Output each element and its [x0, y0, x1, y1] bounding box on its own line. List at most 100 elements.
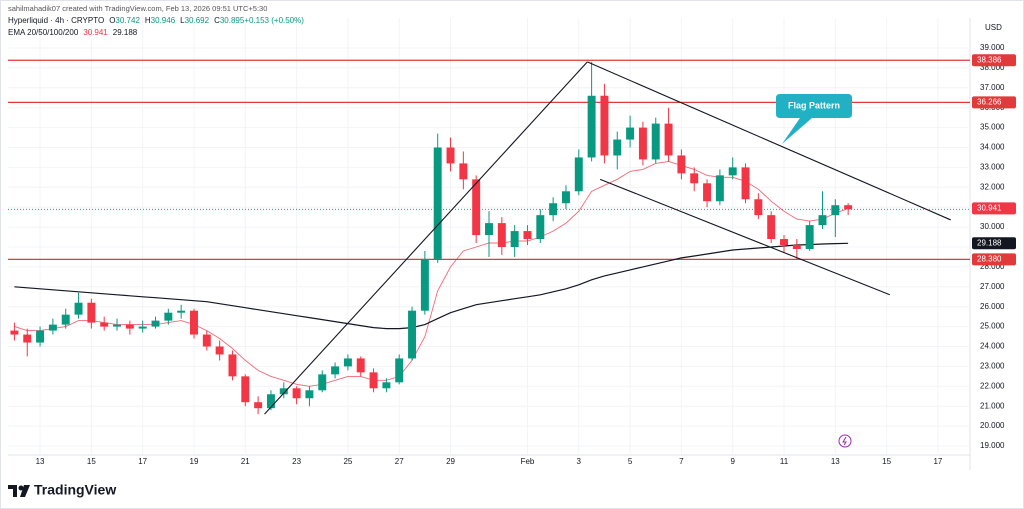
candle-body — [767, 215, 776, 240]
y-tick-label: 19.000 — [980, 441, 1005, 450]
candle-body — [87, 302, 96, 323]
candle-body — [754, 199, 763, 216]
candle-body — [369, 372, 378, 389]
y-tick-label: 37.000 — [980, 83, 1005, 92]
candle-body — [626, 127, 635, 140]
candle-body — [561, 191, 570, 204]
level-label-bg — [972, 54, 1016, 67]
candle-body — [318, 374, 327, 391]
ohlc-part: O — [109, 16, 115, 25]
candle-body — [651, 123, 660, 160]
candle-body — [715, 175, 724, 202]
icon-circle — [838, 434, 852, 448]
ohlc-part: 30.742 — [115, 16, 140, 25]
candle-body — [138, 326, 147, 329]
candle-body — [177, 310, 186, 313]
candle-body — [202, 334, 211, 347]
candle-body — [818, 215, 827, 226]
candle-body — [433, 147, 442, 259]
credit: sahilmahadik07 created with TradingView.… — [8, 4, 267, 13]
candle-body — [74, 302, 83, 315]
trendline — [587, 61, 951, 221]
x-tick-label: 9 — [730, 457, 735, 466]
trendline — [599, 178, 891, 296]
y-tick-label: 35.000 — [980, 123, 1005, 132]
candle-body — [228, 354, 237, 377]
y-tick-label: 25.000 — [980, 322, 1005, 331]
candle-body — [792, 245, 801, 249]
ohlc-part: 30.692 — [185, 16, 210, 25]
candle-body — [331, 366, 340, 375]
candle-body — [408, 310, 417, 359]
ema-value: 29.188 — [113, 28, 138, 37]
ohlc-part: 30.895 — [220, 16, 245, 25]
x-tick-label: 23 — [292, 457, 301, 466]
trendline — [264, 61, 588, 415]
candle-body — [100, 322, 109, 327]
level-label-bg — [972, 253, 1016, 266]
level-label: 28.380 — [977, 254, 1002, 263]
x-tick-label: 29 — [446, 457, 455, 466]
candle-body — [459, 163, 468, 180]
candle-body — [485, 223, 493, 236]
x-tick-label: 3 — [577, 457, 582, 466]
annotation-text: Flag Pattern — [788, 100, 840, 110]
logo-slash — [20, 485, 30, 497]
x-tick-label: 25 — [343, 457, 352, 466]
candle-body — [664, 123, 673, 156]
candle-body — [395, 358, 404, 383]
logo-mark — [8, 485, 17, 497]
candle-body — [36, 330, 45, 343]
y-tick-label: 34.000 — [980, 143, 1005, 152]
candle-body — [23, 334, 32, 343]
ohlc-part: +0.153 (+0.50%) — [244, 16, 304, 25]
brand: TradingView — [34, 482, 116, 498]
currency: USD — [985, 23, 1002, 32]
candle-body — [254, 402, 263, 409]
ema-line — [14, 242, 849, 330]
candle-body — [677, 155, 686, 174]
y-tick-label: 38.000 — [980, 63, 1005, 72]
y-tick-label: 23.000 — [980, 362, 1005, 371]
candle-body — [382, 382, 391, 389]
ohlc-part: C — [214, 16, 220, 25]
x-tick-label: Feb — [521, 457, 535, 466]
candle-body — [190, 310, 198, 335]
y-tick-label: 28.000 — [980, 262, 1005, 271]
icon-bolt — [842, 436, 847, 446]
candle-body — [703, 183, 712, 202]
candle-body — [279, 388, 288, 395]
candle-body — [113, 324, 122, 327]
candle-body — [215, 346, 224, 355]
candle-body — [151, 320, 160, 327]
candle-body — [446, 147, 455, 164]
candle-body — [343, 358, 352, 367]
x-tick-label: 7 — [679, 457, 684, 466]
candle-body — [497, 223, 506, 247]
x-tick-label: 21 — [241, 457, 250, 466]
candle-body — [10, 330, 19, 335]
candle-body — [728, 167, 737, 176]
candle-body — [48, 324, 57, 331]
level-label: 36.266 — [977, 98, 1002, 107]
candle-body — [266, 394, 275, 409]
candle-body — [844, 205, 853, 210]
ema-value: 30.941 — [83, 28, 108, 37]
x-tick-label: 15 — [87, 457, 96, 466]
candle-body — [780, 239, 788, 246]
candle-body — [292, 388, 301, 399]
x-tick-label: 15 — [882, 457, 891, 466]
candle-body — [510, 231, 519, 247]
candle-body — [523, 231, 532, 240]
x-tick-label: 11 — [780, 457, 789, 466]
candle-body — [613, 139, 622, 156]
ema-label: EMA 20/50/100/200 — [8, 28, 79, 37]
y-tick-label: 26.000 — [980, 302, 1005, 311]
candle-body — [536, 215, 545, 240]
x-tick-label: 27 — [395, 457, 404, 466]
ohlc-header: Hyperliquid · 4h · CRYPTO O30.742 H30.946 L… — [8, 16, 304, 25]
ohlc-part: L — [180, 16, 185, 25]
candle-body — [241, 376, 250, 403]
